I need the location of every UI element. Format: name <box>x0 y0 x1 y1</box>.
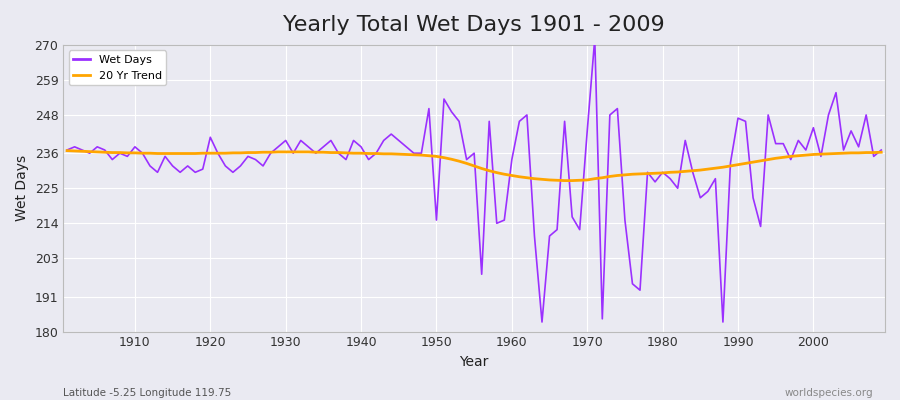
20 Yr Trend <box>122 150 133 155</box>
Wet Days <box>590 36 600 41</box>
Title: Yearly Total Wet Days 1901 - 2009: Yearly Total Wet Days 1901 - 2009 <box>284 15 665 35</box>
20 Yr Trend <box>605 174 616 179</box>
20 Yr Trend <box>507 173 517 178</box>
Wet Days <box>333 151 344 156</box>
Wet Days <box>288 151 299 156</box>
Wet Days <box>499 218 509 222</box>
20 Yr Trend <box>876 150 886 155</box>
Wet Days <box>536 320 547 324</box>
20 Yr Trend <box>499 172 509 177</box>
Y-axis label: Wet Days: Wet Days <box>15 155 29 221</box>
20 Yr Trend <box>288 150 299 154</box>
Wet Days <box>62 148 73 152</box>
Line: 20 Yr Trend: 20 Yr Trend <box>68 151 881 180</box>
20 Yr Trend <box>559 178 570 183</box>
20 Yr Trend <box>62 148 73 153</box>
Text: worldspecies.org: worldspecies.org <box>785 388 873 398</box>
Wet Days <box>122 154 133 159</box>
Legend: Wet Days, 20 Yr Trend: Wet Days, 20 Yr Trend <box>68 50 166 85</box>
Wet Days <box>876 148 886 152</box>
Wet Days <box>612 106 623 111</box>
Wet Days <box>507 157 517 162</box>
X-axis label: Year: Year <box>460 355 489 369</box>
20 Yr Trend <box>333 150 344 155</box>
Line: Wet Days: Wet Days <box>68 38 881 322</box>
Text: Latitude -5.25 Longitude 119.75: Latitude -5.25 Longitude 119.75 <box>63 388 231 398</box>
